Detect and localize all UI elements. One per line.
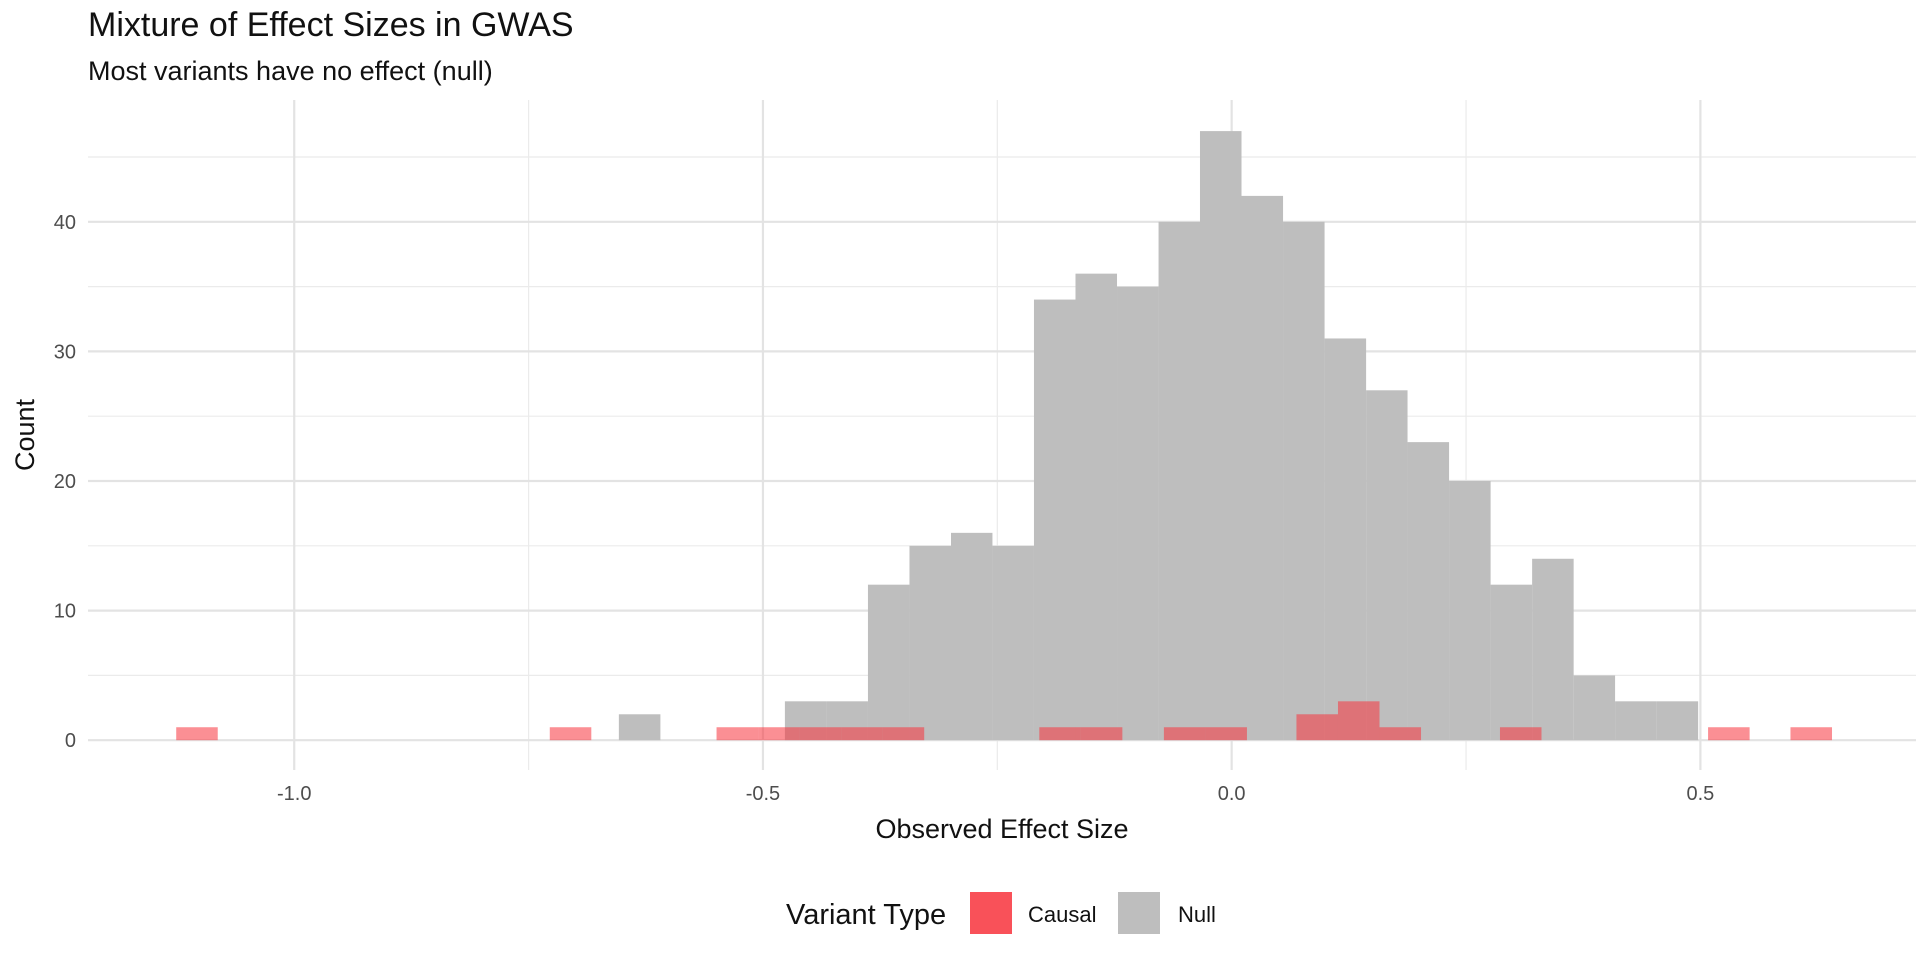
legend: Variant Type Causal Null: [786, 892, 1216, 934]
y-tick-label: 30: [54, 341, 76, 363]
chart-title: Mixture of Effect Sizes in GWAS: [88, 6, 574, 44]
null-bar: [1366, 390, 1408, 741]
causal-bar: [1379, 727, 1422, 741]
causal-bar: [1499, 727, 1542, 741]
null-bar: [1158, 221, 1200, 741]
y-axis-title: Count: [10, 398, 40, 471]
causal-bar: [176, 727, 218, 741]
causal-bar: [1708, 727, 1750, 741]
causal-bar: [1205, 727, 1247, 741]
causal-bar: [799, 727, 842, 741]
causal-bar: [1080, 727, 1123, 741]
causal-bar: [1039, 727, 1081, 741]
null-bar: [867, 584, 910, 741]
null-bar: [1199, 131, 1242, 741]
legend-title: Variant Type: [786, 899, 946, 931]
legend-label-null: Null: [1178, 902, 1216, 927]
null-bar: [1324, 338, 1367, 741]
y-axis-tick-labels: 0 10 20 30 40: [54, 212, 76, 752]
null-bar: [1532, 558, 1574, 741]
chart-subtitle: Most variants have no effect (null): [88, 56, 493, 86]
null-bar: [1490, 584, 1533, 741]
causal-bar: [1163, 727, 1206, 741]
null-bar: [1117, 286, 1159, 741]
legend-label-causal: Causal: [1028, 902, 1096, 927]
x-axis-title: Observed Effect Size: [875, 814, 1128, 844]
causal-bar: [716, 727, 759, 741]
null-bar: [1573, 675, 1616, 741]
causal-series-bars: [176, 701, 1833, 741]
y-tick-label: 20: [54, 471, 76, 493]
causal-bar: [1790, 727, 1833, 741]
x-tick-label: -1.0: [277, 783, 311, 805]
y-tick-label: 10: [54, 601, 76, 623]
null-bar: [1449, 481, 1491, 741]
legend-key-null: [1118, 892, 1160, 934]
null-bar: [992, 545, 1034, 741]
null-bar: [1075, 273, 1118, 741]
causal-bar: [882, 727, 925, 741]
null-bar: [951, 532, 993, 741]
x-tick-label: 0.5: [1686, 783, 1714, 805]
null-bar: [1615, 701, 1657, 741]
y-tick-label: 0: [65, 730, 76, 752]
causal-bar: [1337, 701, 1380, 741]
causal-bar: [758, 727, 800, 741]
x-axis-tick-labels: -1.0 -0.5 0.0 0.5: [277, 783, 1714, 805]
null-bar: [1656, 701, 1699, 741]
null-bar: [1407, 442, 1450, 741]
legend-key-causal: [970, 892, 1012, 934]
causal-bar: [549, 727, 592, 741]
x-tick-label: 0.0: [1218, 783, 1246, 805]
null-bar: [1033, 299, 1076, 741]
null-series-bars: [618, 131, 1699, 741]
y-tick-label: 40: [54, 212, 76, 234]
null-bar: [1241, 195, 1284, 741]
x-tick-label: -0.5: [746, 783, 780, 805]
null-bar: [909, 545, 952, 741]
null-bar: [618, 714, 661, 741]
causal-bar: [841, 727, 883, 741]
null-bar: [1283, 221, 1325, 741]
causal-bar: [1296, 714, 1338, 741]
